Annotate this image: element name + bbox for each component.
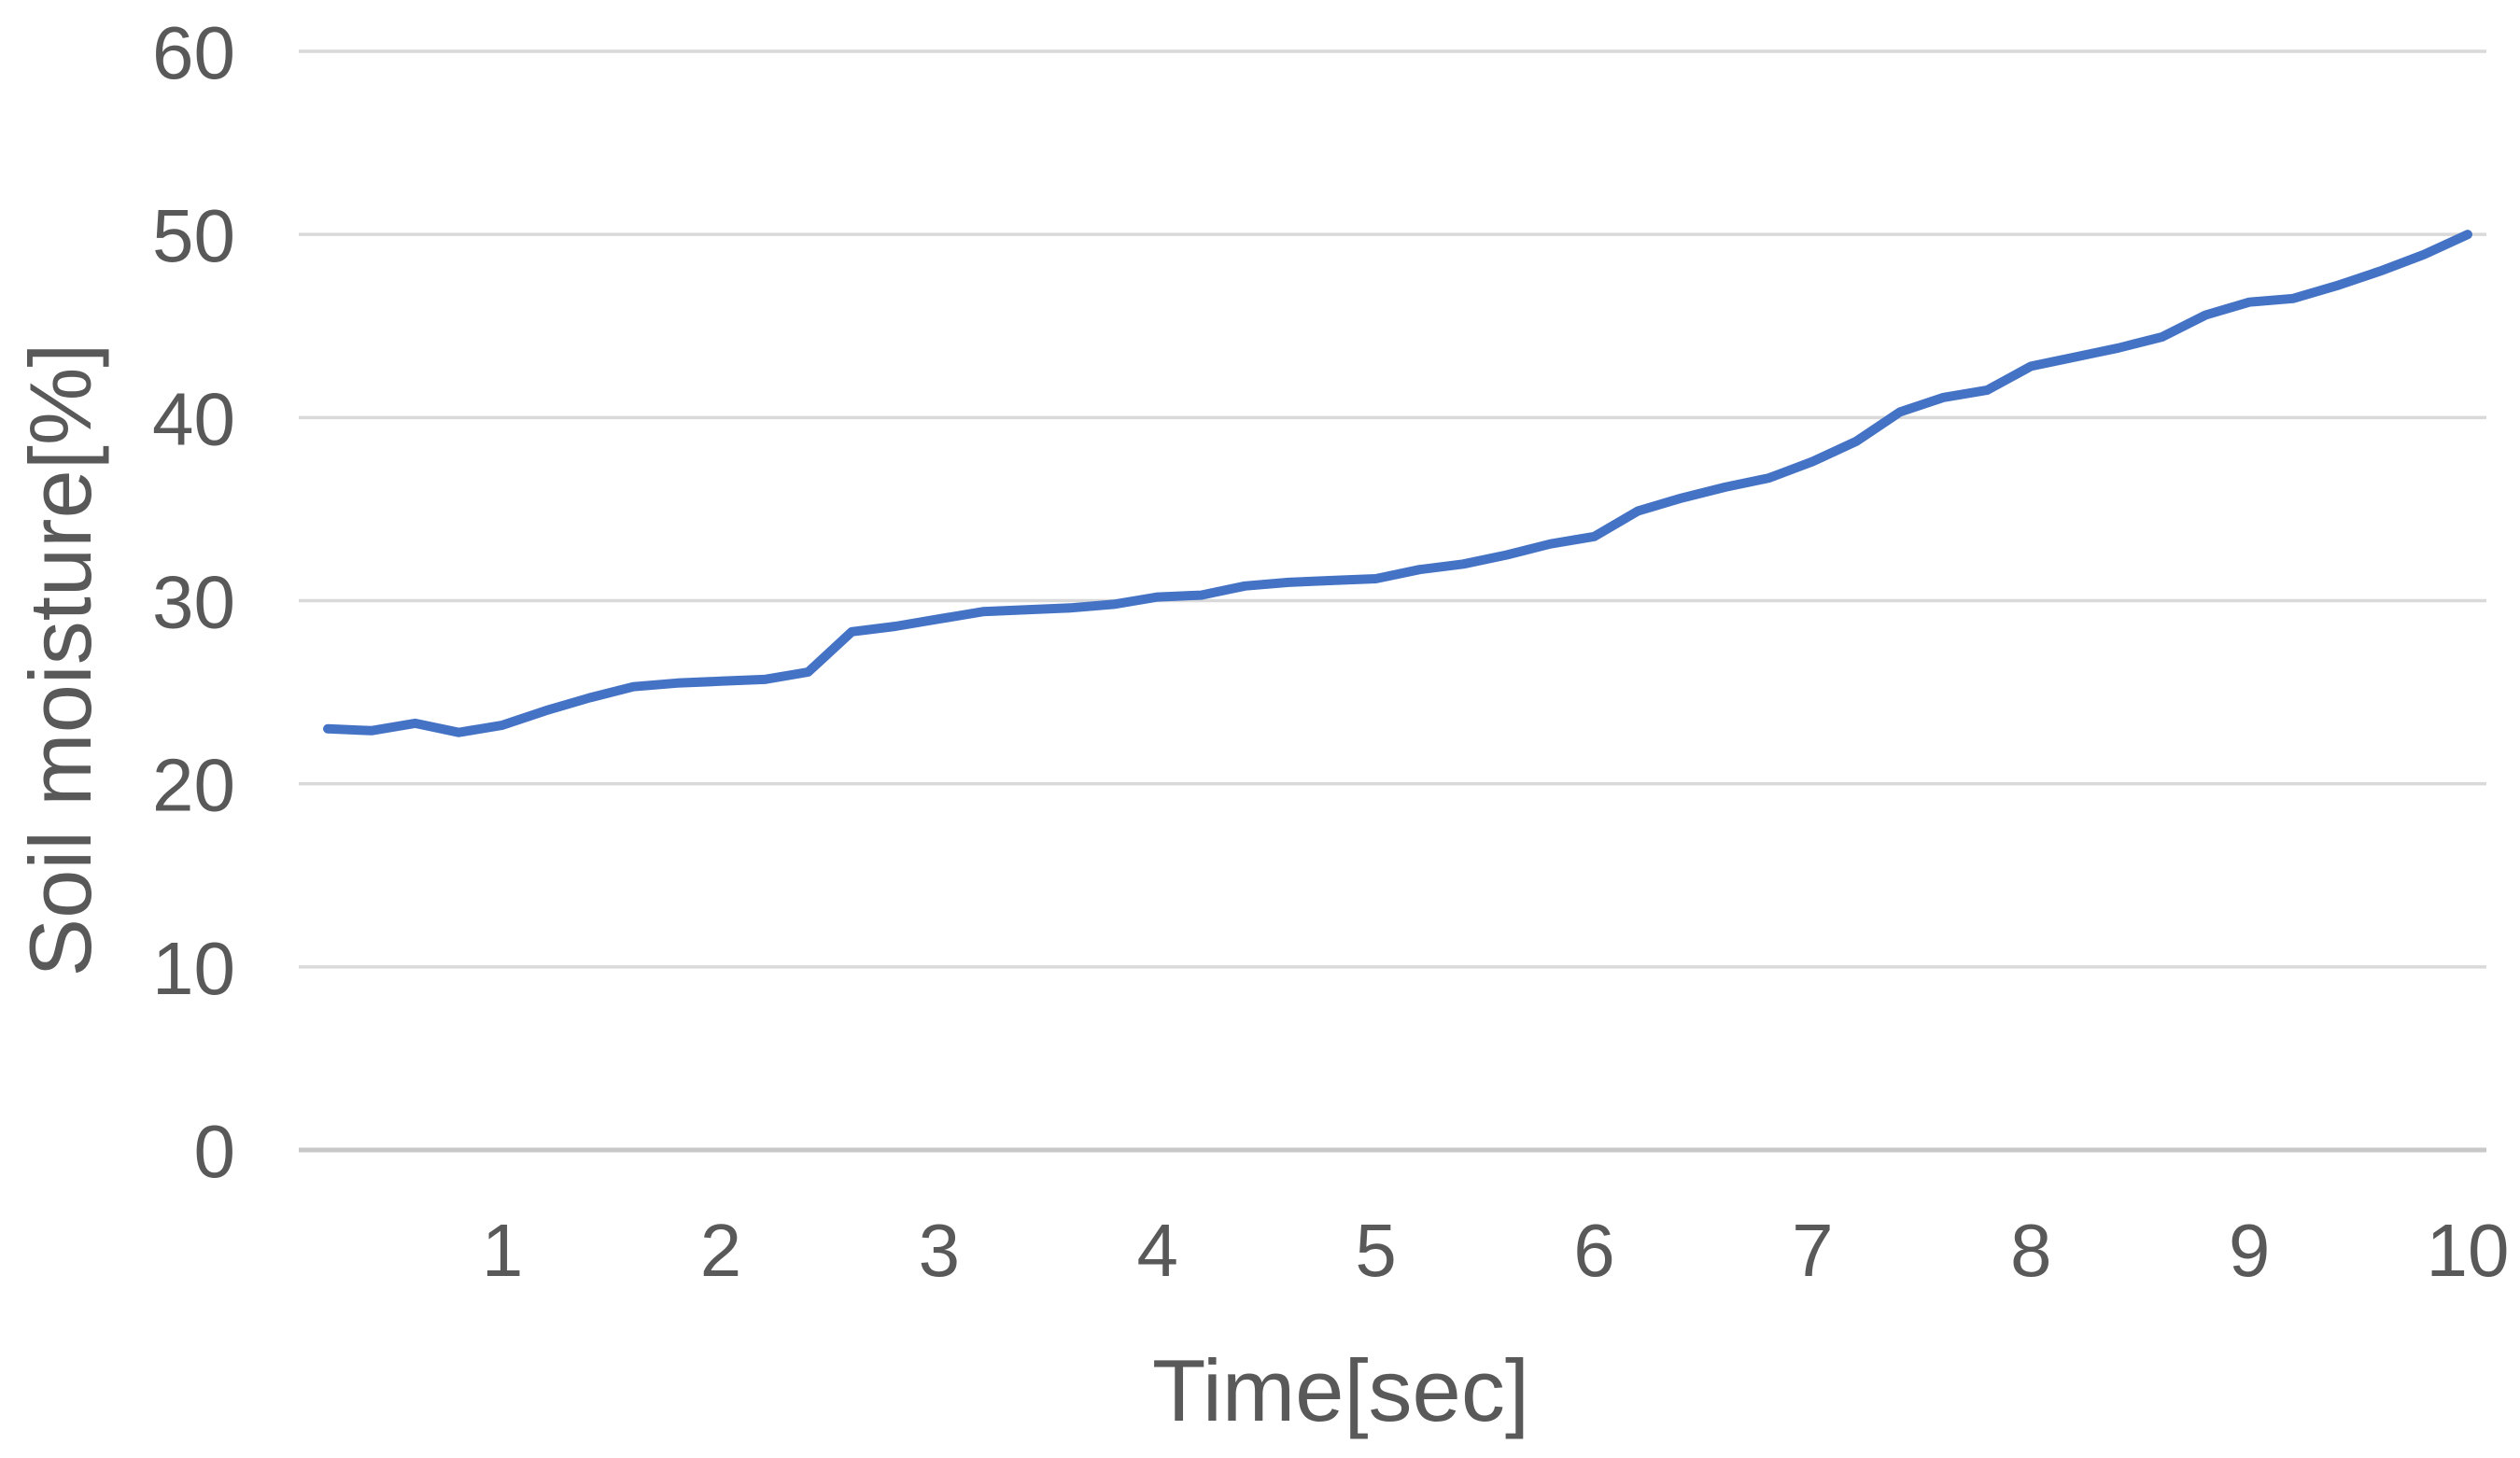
x-tick-label: 5 [1355,1209,1397,1292]
y-tick-label: 60 [152,11,235,94]
y-tick-label: 50 [152,194,235,277]
x-tick-label: 1 [482,1209,524,1292]
x-axis-tick-labels: 1 2 3 4 5 6 7 8 9 10 [482,1209,2510,1292]
x-axis-title: Time[sec] [1152,1341,1529,1439]
y-tick-label: 20 [152,744,235,827]
y-tick-label: 10 [152,927,235,1010]
y-tick-label: 40 [152,377,235,460]
x-tick-label: 10 [2427,1209,2510,1292]
y-tick-label: 0 [194,1110,236,1193]
x-tick-label: 9 [2229,1209,2271,1292]
x-tick-label: 7 [1792,1209,1834,1292]
x-tick-label: 3 [919,1209,961,1292]
x-tick-label: 4 [1136,1209,1178,1292]
x-tick-label: 8 [2010,1209,2052,1292]
y-tick-label: 30 [152,561,235,644]
horizontal-gridlines [299,49,2486,1153]
y-axis-tick-labels: 0 10 20 30 40 50 60 [152,11,235,1193]
x-tick-label: 6 [1573,1209,1615,1292]
y-axis-title: Soil moisture[%] [11,343,109,976]
x-tick-label: 2 [700,1209,742,1292]
soil-moisture-series-line [323,230,2472,737]
